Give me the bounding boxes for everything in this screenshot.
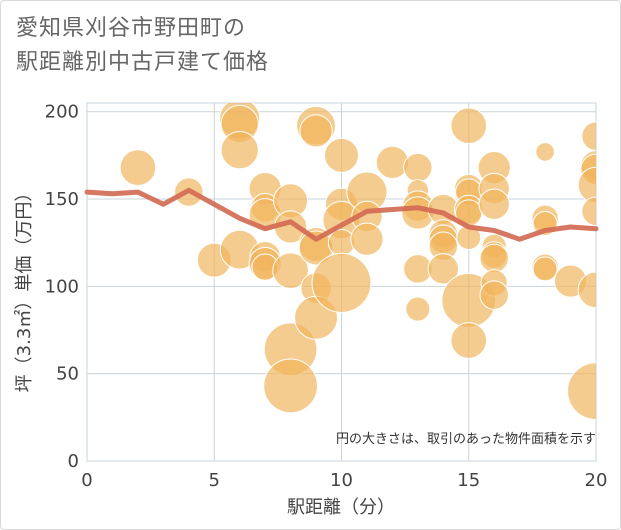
y-tick-label: 100: [45, 276, 79, 297]
data-bubble: [272, 252, 309, 289]
data-bubble: [450, 322, 488, 359]
title-line-2: 駅距離別中古戸建て価格: [16, 50, 270, 75]
size-annotation: 円の大きさは、取引のあった物件面積を示す: [336, 432, 596, 447]
data-bubble: [581, 121, 596, 151]
data-bubble: [532, 256, 558, 282]
x-tick-label: 0: [81, 470, 92, 491]
y-tick-label: 200: [45, 102, 79, 123]
data-bubble: [478, 188, 510, 220]
title-line-1: 愛知県刈谷市野田町の: [16, 16, 247, 41]
data-bubble: [119, 149, 157, 186]
data-bubble: [479, 280, 509, 310]
data-bubble: [405, 296, 431, 322]
data-bubble: [299, 114, 333, 148]
y-tick-label: 50: [56, 364, 79, 385]
average-line: [84, 187, 599, 242]
x-axis-label: 駅距離（分）: [287, 497, 395, 518]
x-tick-label: 20: [585, 470, 608, 491]
data-bubble: [567, 362, 596, 421]
bubble-layer: [119, 103, 596, 421]
data-bubble: [324, 137, 359, 173]
y-tick-label: 150: [45, 189, 79, 210]
data-bubble: [263, 358, 318, 414]
data-bubble: [220, 131, 259, 170]
data-bubble: [450, 107, 488, 145]
data-bubble: [375, 145, 410, 180]
data-bubble: [535, 142, 555, 162]
x-tick-label: 10: [330, 470, 353, 491]
y-axis-label: 坪（3.3㎡）単価（万円）: [13, 184, 35, 393]
average-line-layer: [84, 187, 599, 242]
x-tick-label: 5: [209, 470, 220, 491]
data-bubble: [581, 196, 596, 226]
data-bubble: [427, 253, 460, 285]
x-tick-label: 15: [457, 470, 480, 491]
chart-title: 愛知県刈谷市野田町の 駅距離別中古戸建て価格: [16, 12, 269, 80]
data-bubble: [311, 252, 372, 313]
data-bubble: [350, 222, 384, 256]
y-tick-label: 0: [68, 451, 79, 472]
data-bubble: [577, 271, 596, 309]
data-bubble: [479, 243, 509, 274]
data-bubble: [403, 152, 433, 183]
